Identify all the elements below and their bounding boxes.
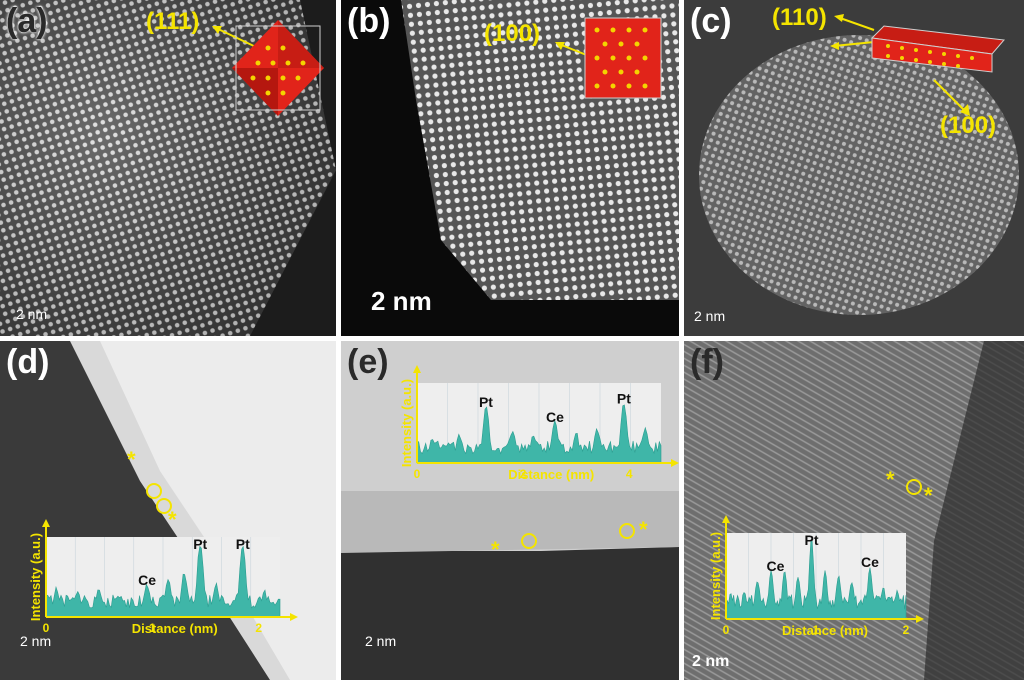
- scale-label-c: 2 nm: [694, 308, 726, 324]
- scale-label-d: 2 nm: [20, 633, 52, 649]
- facet-arrows-c: [830, 14, 970, 116]
- x-axis-label: Distance (nm): [782, 623, 868, 638]
- scale-bar-e: 2 nm: [363, 633, 437, 657]
- line-profile-chart-d: 0 1 2 Distance (nm) Intensity (a.u.) Ce Pt Pt: [28, 519, 298, 636]
- peak-annotation: Pt: [617, 391, 631, 407]
- peak-annotation: Ce: [546, 409, 564, 425]
- scale-bar-c: 2 nm: [692, 308, 768, 332]
- panel-d: (d) * * 0 1 2 Distance (nm) Intensity (a.u.)…: [0, 341, 336, 680]
- tem-image-f: [684, 341, 1024, 680]
- circle-marker-d2: [156, 498, 172, 514]
- x-tick-label: 0: [414, 467, 421, 481]
- peak-annotation: Pt: [805, 532, 819, 548]
- panel-label-f: (f): [690, 343, 724, 381]
- intensity-profile-area: [45, 545, 281, 618]
- y-axis-label: Intensity (a.u.): [28, 533, 43, 621]
- line-profile-chart-e: 0 2 4 Distance (nm) Intensity (a.u.) Pt Ce Pt: [399, 365, 679, 482]
- x-tick-label: 0: [723, 623, 730, 637]
- panel-label-a: (a): [6, 2, 48, 40]
- rod-model-icon: [870, 25, 1005, 73]
- scale-bar-d: 2 nm: [18, 633, 92, 657]
- peak-annotation: Ce: [767, 558, 785, 574]
- intensity-profile-area: [416, 404, 662, 464]
- octahedron-model-icon: [232, 20, 324, 116]
- x-tick-label: 2: [520, 467, 527, 481]
- star-marker-f1: *: [886, 467, 895, 492]
- peak-annotation: Pt: [479, 394, 493, 410]
- scale-label-e: 2 nm: [365, 633, 397, 649]
- y-axis-arrow: [413, 365, 421, 373]
- line-profile-inset-d: 0 1 2 Distance (nm) Intensity (a.u.) Ce Pt Pt: [28, 519, 298, 636]
- x-tick-label: 1: [149, 621, 156, 635]
- star-marker-e1: *: [491, 537, 500, 562]
- facet-label-100-b: (100): [484, 20, 541, 47]
- circle-marker-e2: [619, 523, 635, 539]
- x-axis-arrow: [671, 459, 679, 467]
- intensity-profile-area: [725, 539, 907, 620]
- panel-a: (a) (111) 2 nm: [0, 0, 336, 336]
- line-profile-inset-e: 0 2 4 Distance (nm) Intensity (a.u.) Pt Ce Pt: [399, 365, 679, 482]
- circle-marker-f1: [906, 479, 922, 495]
- x-tick-label: 2: [255, 621, 262, 635]
- circle-marker-d1: [146, 483, 162, 499]
- cube-model-icon: [584, 17, 662, 99]
- x-axis-label: Distance (nm): [508, 467, 594, 482]
- scale-label-a: 2 nm: [16, 306, 48, 322]
- panel-e: (e) 0 2 4 Distance (nm) Intensity (a.u.) Pt Ce…: [341, 341, 679, 680]
- star-marker-f2: *: [924, 483, 933, 508]
- facet-label-110: (110): [772, 4, 827, 31]
- scale-label-b: 2 nm: [371, 286, 432, 316]
- line-profile-chart-f: 0 1 2 Distance (nm) Intensity (a.u.) Ce Pt Ce: [708, 515, 924, 638]
- peak-annotation: Pt: [236, 536, 250, 552]
- x-axis-label: Distance (nm): [132, 621, 218, 636]
- facet-arrow-a: [212, 26, 259, 49]
- facet-label-111: (111): [146, 8, 200, 35]
- line-profile-inset-f: 0 1 2 Distance (nm) Intensity (a.u.) Ce Pt Ce: [708, 515, 924, 638]
- panel-f: (f) * * 0 1 2 Distance (nm) Intensity (a.u.)…: [684, 341, 1024, 680]
- scale-bar-b: 2 nm: [369, 286, 439, 326]
- panel-label-c: (c): [690, 2, 732, 40]
- peak-annotation: Ce: [138, 572, 156, 588]
- y-axis-label: Intensity (a.u.): [708, 532, 723, 620]
- facet-label-100-c: (100): [940, 112, 997, 139]
- panel-label-d: (d): [6, 343, 50, 381]
- scale-bar-f: 2 nm: [690, 653, 760, 677]
- x-tick-label: 4: [626, 467, 633, 481]
- panel-label-e: (e): [347, 343, 389, 381]
- panel-label-b: (b): [347, 2, 391, 40]
- y-axis-arrow: [722, 515, 730, 523]
- star-marker-d2: *: [168, 507, 177, 532]
- x-tick-label: 0: [43, 621, 50, 635]
- scale-bar-a: 2 nm: [14, 306, 72, 332]
- scale-label-f: 2 nm: [692, 653, 730, 670]
- star-marker-d1: *: [127, 447, 136, 472]
- y-axis-arrow: [42, 519, 50, 527]
- x-tick-label: 1: [813, 623, 820, 637]
- star-marker-e2: *: [639, 517, 648, 542]
- y-axis-label: Intensity (a.u.): [399, 379, 414, 467]
- x-tick-label: 2: [903, 623, 910, 637]
- peak-annotation: Pt: [193, 536, 207, 552]
- x-axis-arrow: [290, 613, 298, 621]
- panel-b: (b) (100) 2 nm: [341, 0, 679, 336]
- circle-marker-e1: [521, 533, 537, 549]
- peak-annotation: Ce: [861, 554, 879, 570]
- x-axis-arrow: [916, 615, 924, 623]
- panel-c: (c) (110) (100) 2 nm: [684, 0, 1024, 336]
- facet-arrow-b: [555, 42, 590, 57]
